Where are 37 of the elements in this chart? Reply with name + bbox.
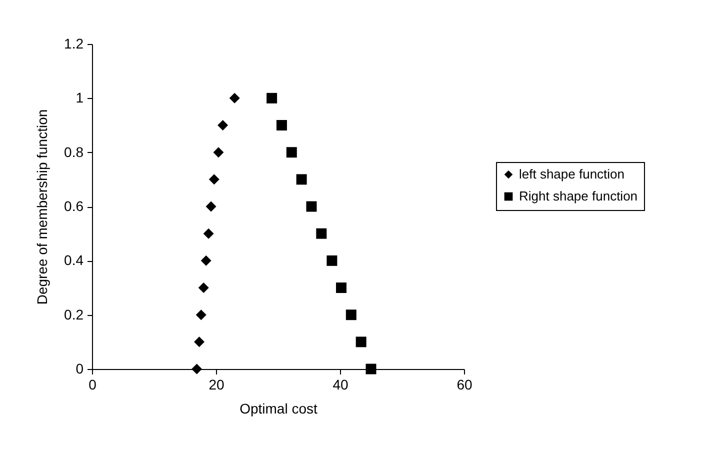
point [356, 336, 366, 348]
x-tick-label: 0 [88, 376, 97, 392]
y-axis-title: Degree of membership function [34, 109, 50, 305]
y-tick-label: 1 [76, 90, 84, 106]
y-tick-label: 0.4 [64, 252, 84, 268]
y-tick-label: 0.2 [64, 306, 84, 322]
point [346, 310, 356, 320]
point [336, 282, 346, 293]
y-tick-label: 0.8 [64, 144, 84, 160]
x-tick-label: 40 [332, 376, 348, 392]
point [203, 228, 214, 239]
y-tick-label: 0 [76, 360, 84, 376]
point [316, 228, 327, 239]
y-tick-label: 1.2 [64, 36, 84, 52]
point [213, 147, 224, 158]
point [200, 255, 212, 266]
point [296, 174, 307, 185]
point [198, 282, 209, 293]
point [229, 92, 240, 104]
point [276, 120, 287, 130]
x-tick-label: 20 [208, 376, 224, 392]
point [326, 255, 338, 266]
point [306, 201, 317, 212]
legend-label: left shape function [519, 166, 625, 182]
x-tick-label: 60 [456, 376, 472, 392]
x-axis-title: Optimal cost [240, 400, 318, 416]
point [218, 120, 228, 130]
point [194, 336, 205, 348]
point [286, 147, 297, 158]
point [192, 364, 202, 374]
legend-label: Right shape function [519, 188, 638, 204]
point [366, 364, 376, 374]
point [266, 92, 278, 104]
point [196, 310, 206, 320]
point [208, 174, 220, 185]
y-tick-label: 0.6 [64, 198, 84, 214]
point [206, 201, 216, 212]
